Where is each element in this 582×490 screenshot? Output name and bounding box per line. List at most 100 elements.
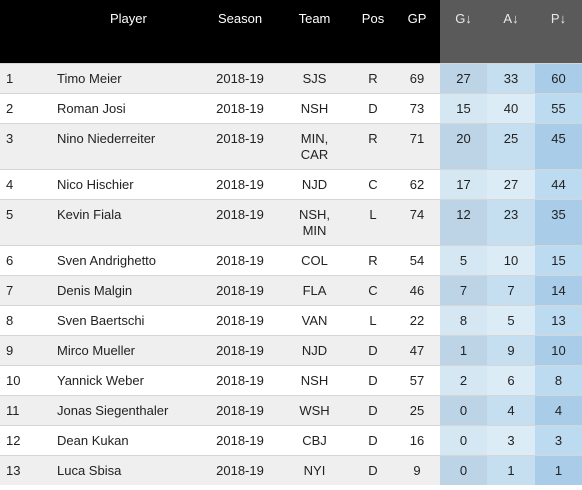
cell-a: 1 [487, 455, 535, 485]
cell-player[interactable]: Yannick Weber [53, 365, 203, 395]
cell-player[interactable]: Roman Josi [53, 93, 203, 123]
table-row: 12 Dean Kukan 2018-19 CBJ D 16 0 3 3 [0, 425, 582, 455]
cell-season: 2018-19 [203, 93, 277, 123]
cell-g: 0 [440, 425, 487, 455]
cell-a: 9 [487, 335, 535, 365]
cell-gp: 16 [394, 425, 440, 455]
cell-a: 40 [487, 93, 535, 123]
cell-season: 2018-19 [203, 335, 277, 365]
cell-gp: 54 [394, 245, 440, 275]
header-pos[interactable]: Pos [361, 11, 385, 26]
cell-a: 10 [487, 245, 535, 275]
cell-p: 45 [535, 123, 582, 169]
cell-team[interactable]: FLA [277, 275, 352, 305]
cell-a: 4 [487, 395, 535, 425]
cell-team[interactable]: NSH [277, 93, 352, 123]
cell-p: 13 [535, 305, 582, 335]
header-points-sort[interactable]: P↓ [535, 0, 582, 63]
cell-rank: 12 [0, 425, 53, 455]
cell-player[interactable]: Nico Hischier [53, 169, 203, 199]
header-row: Player Season Team Pos GP G↓ A↓ P↓ [0, 0, 582, 63]
cell-player[interactable]: Kevin Fiala [53, 199, 203, 245]
cell-season: 2018-19 [203, 199, 277, 245]
cell-g: 8 [440, 305, 487, 335]
table-row: 8 Sven Baertschi 2018-19 VAN L 22 8 5 13 [0, 305, 582, 335]
cell-rank: 4 [0, 169, 53, 199]
cell-pos: C [352, 169, 394, 199]
cell-player[interactable]: Denis Malgin [53, 275, 203, 305]
cell-p: 8 [535, 365, 582, 395]
header-goals-sort[interactable]: G↓ [440, 0, 487, 63]
cell-player[interactable]: Nino Niederreiter [53, 123, 203, 169]
cell-season: 2018-19 [203, 455, 277, 485]
table-body: 1 Timo Meier 2018-19 SJS R 69 27 33 60 2 Roman Jos… [0, 63, 582, 485]
cell-season: 2018-19 [203, 365, 277, 395]
cell-season: 2018-19 [203, 275, 277, 305]
cell-pos: D [352, 93, 394, 123]
table-row: 9 Mirco Mueller 2018-19 NJD D 47 1 9 10 [0, 335, 582, 365]
table-row: 6 Sven Andrighetto 2018-19 COL R 54 5 10 15 [0, 245, 582, 275]
table-row: 13 Luca Sbisa 2018-19 NYI D 9 0 1 1 [0, 455, 582, 485]
cell-p: 10 [535, 335, 582, 365]
header-assists-sort[interactable]: A↓ [487, 0, 535, 63]
cell-a: 33 [487, 63, 535, 93]
cell-pos: D [352, 395, 394, 425]
cell-p: 35 [535, 199, 582, 245]
cell-pos: R [352, 63, 394, 93]
header-season[interactable]: Season [217, 11, 263, 26]
cell-team[interactable]: NJD [277, 335, 352, 365]
cell-player[interactable]: Sven Baertschi [53, 305, 203, 335]
cell-player[interactable]: Dean Kukan [53, 425, 203, 455]
cell-season: 2018-19 [203, 169, 277, 199]
cell-rank: 10 [0, 365, 53, 395]
cell-g: 17 [440, 169, 487, 199]
cell-player[interactable]: Sven Andrighetto [53, 245, 203, 275]
cell-rank: 2 [0, 93, 53, 123]
header-player[interactable]: Player [110, 11, 147, 26]
cell-rank: 5 [0, 199, 53, 245]
cell-season: 2018-19 [203, 425, 277, 455]
header-team[interactable]: Team [298, 11, 331, 26]
cell-rank: 8 [0, 305, 53, 335]
cell-gp: 73 [394, 93, 440, 123]
cell-pos: D [352, 455, 394, 485]
header-gp[interactable]: GP [407, 11, 427, 26]
cell-g: 0 [440, 455, 487, 485]
cell-gp: 25 [394, 395, 440, 425]
cell-pos: C [352, 275, 394, 305]
cell-rank: 7 [0, 275, 53, 305]
cell-player[interactable]: Jonas Siegenthaler [53, 395, 203, 425]
cell-a: 6 [487, 365, 535, 395]
cell-g: 27 [440, 63, 487, 93]
cell-p: 55 [535, 93, 582, 123]
cell-pos: D [352, 335, 394, 365]
cell-a: 7 [487, 275, 535, 305]
cell-a: 3 [487, 425, 535, 455]
cell-g: 0 [440, 395, 487, 425]
cell-player[interactable]: Mirco Mueller [53, 335, 203, 365]
cell-team[interactable]: NSH [277, 365, 352, 395]
cell-gp: 62 [394, 169, 440, 199]
cell-team[interactable]: CBJ [277, 425, 352, 455]
cell-team[interactable]: NJD [277, 169, 352, 199]
cell-team[interactable]: WSH [277, 395, 352, 425]
cell-pos: L [352, 305, 394, 335]
cell-team[interactable]: NSH, MIN [277, 199, 352, 245]
cell-rank: 13 [0, 455, 53, 485]
cell-a: 27 [487, 169, 535, 199]
cell-team[interactable]: MIN, CAR [277, 123, 352, 169]
table-row: 7 Denis Malgin 2018-19 FLA C 46 7 7 14 [0, 275, 582, 305]
cell-team[interactable]: SJS [277, 63, 352, 93]
cell-season: 2018-19 [203, 63, 277, 93]
cell-g: 15 [440, 93, 487, 123]
cell-team[interactable]: VAN [277, 305, 352, 335]
cell-p: 60 [535, 63, 582, 93]
cell-g: 5 [440, 245, 487, 275]
cell-a: 25 [487, 123, 535, 169]
cell-team[interactable]: NYI [277, 455, 352, 485]
cell-player[interactable]: Timo Meier [53, 63, 203, 93]
cell-team[interactable]: COL [277, 245, 352, 275]
cell-player[interactable]: Luca Sbisa [53, 455, 203, 485]
cell-pos: D [352, 365, 394, 395]
